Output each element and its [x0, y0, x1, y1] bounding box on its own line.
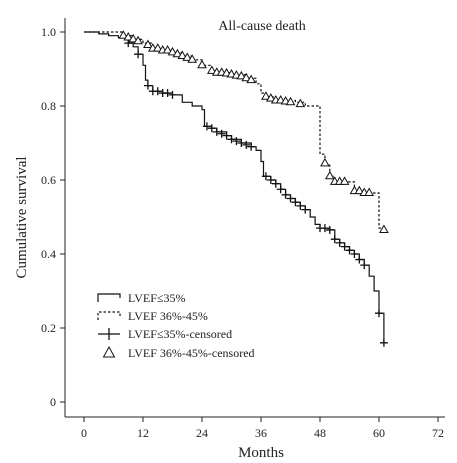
censor-mark-lvef35: [379, 338, 388, 347]
legend-symbol-lvef35-censored: [98, 328, 120, 340]
censor-mark-lvef35: [320, 224, 329, 233]
x-tick-label: 12: [137, 426, 149, 440]
censor-mark-lvef36-45: [187, 54, 198, 63]
censor-mark-lvef35: [281, 190, 290, 199]
censor-mark-lvef36-45: [133, 35, 143, 45]
censor-mark-lvef35: [375, 309, 383, 318]
censor-mark-lvef36-45: [265, 93, 276, 102]
censor-mark-lvef36-45: [123, 32, 134, 41]
y-tick-label: 0: [50, 395, 56, 409]
censor-mark-lvef35: [237, 139, 246, 147]
censor-mark-lvef35: [340, 242, 349, 251]
censor-mark-lvef35: [350, 250, 359, 258]
chart-title: All-cause death: [218, 19, 305, 34]
censor-mark-lvef35: [345, 246, 354, 255]
censor-mark-lvef36-45: [172, 48, 183, 58]
censor-mark-lvef35: [296, 201, 305, 210]
censor-mark-lvef36-45: [246, 74, 257, 84]
x-tick-label: 0: [81, 426, 87, 440]
censor-mark-lvef35: [222, 131, 231, 140]
legend-label-lvef36-45: LVEF 36%-45%: [128, 309, 208, 323]
censor-mark-lvef36-45: [177, 50, 188, 60]
y-tick-label: 0.6: [41, 173, 56, 187]
censor-mark-lvef35: [325, 225, 334, 234]
x-tick-label: 24: [196, 426, 208, 440]
censor-mark-lvef35: [271, 179, 280, 188]
censor-mark-lvef36-45: [339, 176, 350, 185]
censor-mark-lvef35: [291, 198, 300, 207]
censor-mark-lvef36-45: [324, 170, 335, 180]
x-tick-label: 48: [314, 426, 326, 440]
axes: [64, 18, 445, 418]
legend-symbol-lvef36-45: [97, 311, 121, 320]
censor-mark-lvef36-45: [379, 224, 389, 233]
axis-ticks: 0 12 24 36 48 60 72 0 0.2 0.4 0.6 0.8 1.0: [41, 25, 444, 440]
x-tick-label: 36: [255, 426, 267, 440]
censor-mark-lvef35: [202, 122, 211, 131]
x-tick-label: 60: [373, 426, 385, 440]
censor-mark-lvef36-45: [241, 72, 252, 82]
censor-layer: [118, 30, 389, 347]
legend: LVEF≤35% LVEF 36%-45% LVEF≤35%-censored …: [97, 291, 255, 360]
censor-mark-lvef35: [360, 261, 369, 270]
censor-mark-lvef35: [163, 89, 172, 98]
legend-symbol-lvef35: [97, 293, 121, 302]
censor-mark-lvef35: [153, 87, 162, 96]
y-axis-label: Cumulative survival: [14, 156, 30, 278]
censor-mark-lvef36-45: [236, 70, 247, 80]
y-tick-label: 0.4: [41, 247, 56, 261]
censor-mark-lvef36-45: [118, 30, 129, 39]
censor-mark-lvef36-45: [206, 65, 217, 74]
censor-mark-lvef36-45: [354, 185, 365, 195]
censor-mark-lvef35: [134, 50, 143, 59]
censor-mark-lvef36-45: [182, 52, 193, 61]
y-tick-label: 1.0: [41, 25, 56, 39]
censor-mark-lvef36-45: [167, 46, 178, 56]
censor-mark-lvef36-45: [152, 43, 163, 52]
censor-mark-lvef36-45: [162, 44, 173, 54]
censor-mark-lvef35: [266, 176, 275, 184]
censor-mark-lvef36-45: [143, 39, 153, 48]
censor-mark-lvef35: [335, 238, 344, 247]
censor-mark-lvef36-45: [285, 96, 296, 106]
series-line-lvef36-45: [84, 31, 385, 230]
censor-mark-lvef36-45: [295, 98, 306, 108]
legend-symbol-lvef36-45-censored: [102, 345, 116, 358]
censor-mark-lvef35: [207, 124, 216, 133]
censor-mark-lvef36-45: [364, 187, 375, 196]
censor-mark-lvef36-45: [320, 157, 330, 167]
legend-label-lvef35-censored: LVEF≤35%-censored: [128, 327, 232, 341]
censor-mark-lvef36-45: [128, 33, 139, 43]
censor-mark-lvef35: [212, 127, 221, 136]
legend-label-lvef36-45-censored: LVEF 36%-45%-censored: [128, 346, 255, 360]
censor-mark-lvef35: [232, 137, 241, 146]
x-tick-label: 72: [432, 426, 444, 440]
censor-mark-lvef35: [242, 140, 251, 149]
censor-mark-lvef35: [168, 90, 177, 99]
censor-mark-lvef35: [355, 255, 364, 264]
y-tick-label: 0.8: [41, 99, 56, 113]
censor-mark-lvef35: [261, 172, 270, 181]
censor-mark-lvef35: [217, 129, 226, 138]
censor-mark-lvef35: [143, 81, 152, 90]
censor-mark-lvef35: [286, 194, 295, 203]
legend-label-lvef35: LVEF≤35%: [128, 291, 185, 305]
censor-mark-lvef35: [301, 205, 310, 214]
x-axis-label: Months: [238, 445, 284, 461]
censor-mark-lvef35: [227, 135, 236, 144]
censor-mark-lvef35: [276, 185, 285, 194]
y-tick-label: 0.2: [41, 321, 56, 335]
censor-mark-lvef36-45: [197, 59, 207, 69]
censor-mark-lvef36-45: [261, 91, 271, 100]
censor-mark-lvef35: [247, 142, 256, 151]
censor-mark-lvef35: [330, 235, 339, 244]
